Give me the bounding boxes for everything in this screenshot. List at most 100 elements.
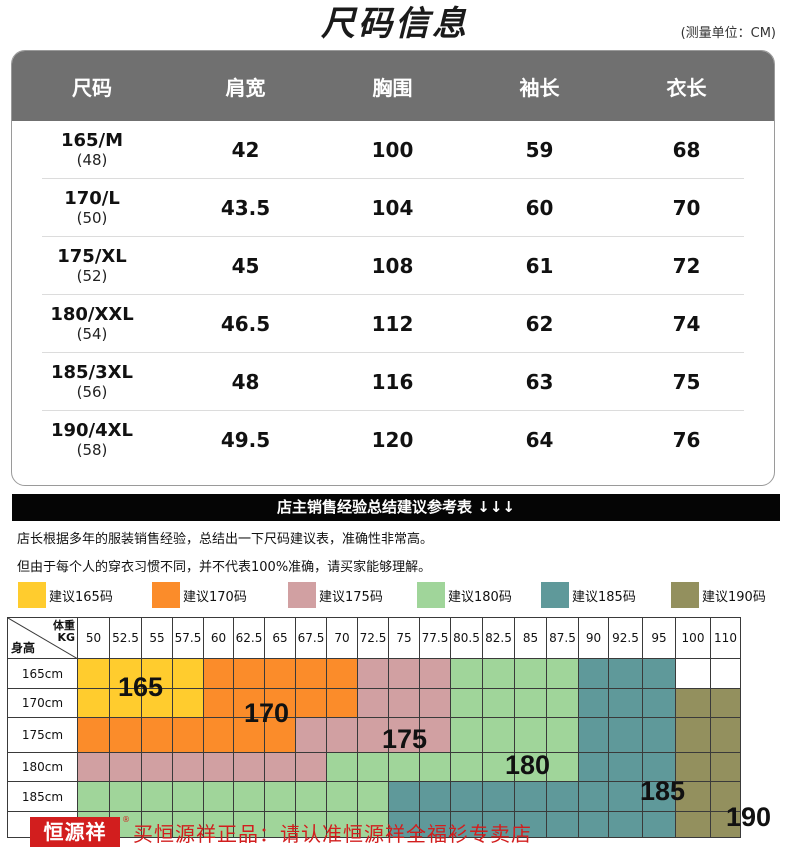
legend-label: 建议185码 xyxy=(572,589,636,605)
height-label: 185cm xyxy=(7,781,78,812)
grid-cell xyxy=(578,811,609,838)
size-name: 175/XL xyxy=(57,246,127,267)
grid-cell xyxy=(514,752,547,782)
grid-cell xyxy=(141,717,173,753)
grid-cell xyxy=(450,688,483,718)
size-row: 180/XXL (54) 46.5 112 62 74 xyxy=(12,295,774,353)
note-line-1: 店长根据多年的服装销售经验，总结出一下尺码建议表，准确性非常高。 xyxy=(17,532,434,547)
grid-cell xyxy=(141,658,173,689)
length-value: 76 xyxy=(672,428,701,452)
grid-cell xyxy=(482,752,515,782)
legend-item-165: 建议165码 xyxy=(18,582,113,608)
grid-cell xyxy=(514,811,547,838)
legend-label: 建议170码 xyxy=(183,589,247,605)
grid-cell xyxy=(233,781,265,812)
grid-cell xyxy=(357,688,389,718)
header-chest: 胸围 xyxy=(372,75,413,100)
height-label: 180cm xyxy=(7,752,78,782)
legend-label: 建议190码 xyxy=(702,589,766,605)
advice-grid-table: 体重 KG 身高 50 52.5 55 57.5 60 62.5 65 67.5 70 72.5 75 77… xyxy=(7,617,741,838)
grid-cell xyxy=(450,811,483,838)
grid-cell xyxy=(578,752,609,782)
grid-cell xyxy=(295,752,327,782)
grid-cell xyxy=(264,717,296,753)
grid-cell xyxy=(608,811,643,838)
header-length: 衣长 xyxy=(666,75,707,100)
weight-header: 90 xyxy=(578,617,609,659)
grid-cell xyxy=(546,658,579,689)
grid-cell xyxy=(326,752,358,782)
height-label: 175cm xyxy=(7,717,78,753)
grid-cell xyxy=(203,781,234,812)
grid-cell xyxy=(295,717,327,753)
row-divider xyxy=(42,236,744,237)
grid-row: 180cm xyxy=(7,752,741,782)
zone-tag-180: 180 xyxy=(505,750,551,780)
height-label: 165cm xyxy=(7,658,78,689)
weight-header: 110 xyxy=(710,617,741,659)
grid-cell xyxy=(608,658,643,689)
size-code: (52) xyxy=(76,267,108,285)
grid-row: 165cm xyxy=(7,658,741,689)
grid-cell xyxy=(357,717,389,753)
grid-cell xyxy=(514,781,547,812)
grid-cell xyxy=(608,717,643,753)
grid-cell xyxy=(546,717,579,753)
size-label: 190/4XL (58) xyxy=(12,420,172,460)
corner-height: 身高 xyxy=(11,641,36,655)
weight-header: 72.5 xyxy=(357,617,389,659)
shoulder-value: 49.5 xyxy=(220,428,271,452)
shoulder-value: 43.5 xyxy=(220,196,271,220)
legend-swatch xyxy=(152,582,180,608)
grid-cell xyxy=(264,811,296,838)
grid-cell xyxy=(77,688,110,718)
grid-cell xyxy=(357,752,389,782)
chest-value: 108 xyxy=(371,254,414,278)
grid-cell xyxy=(172,688,204,718)
grid-cell xyxy=(675,688,711,718)
grid-cell xyxy=(357,658,389,689)
grid-cell xyxy=(295,688,327,718)
grid-cell xyxy=(326,688,358,718)
grid-cell xyxy=(295,658,327,689)
grid-cell xyxy=(172,658,204,689)
size-label: 175/XL (52) xyxy=(12,246,172,286)
size-label: 185/3XL (56) xyxy=(12,363,172,402)
grid-cell xyxy=(675,717,711,753)
length-value: 72 xyxy=(672,254,701,278)
grid-corner: 体重 KG 身高 xyxy=(7,617,78,659)
grid-cell xyxy=(295,781,327,812)
size-name: 190/4XL xyxy=(50,420,134,441)
grid-cell xyxy=(141,688,173,718)
size-name: 165/M xyxy=(60,130,124,151)
grid-cell xyxy=(450,781,483,812)
grid-cell xyxy=(546,811,579,838)
grid-cell xyxy=(77,658,110,689)
zone-tag-165: 165 xyxy=(118,672,164,702)
grid-cell xyxy=(388,717,420,753)
chest-value: 104 xyxy=(371,196,414,220)
row-divider xyxy=(42,294,744,295)
sleeve-value: 64 xyxy=(525,428,554,452)
grid-cell xyxy=(482,658,515,689)
grid-cell xyxy=(419,781,451,812)
legend-item-190: 建议190码 xyxy=(671,582,766,608)
grid-cell xyxy=(109,752,142,782)
grid-cell xyxy=(388,811,420,838)
length-value: 75 xyxy=(672,370,701,394)
grid-cell xyxy=(710,811,741,838)
grid-cell xyxy=(357,811,389,838)
weight-header: 67.5 xyxy=(295,617,327,659)
grid-cell xyxy=(482,781,515,812)
weight-header: 87.5 xyxy=(546,617,579,659)
corner-weight-label: 体重 xyxy=(53,619,75,632)
grid-cell xyxy=(295,811,327,838)
size-name: 180/XXL xyxy=(50,304,134,325)
header-sleeve: 袖长 xyxy=(519,75,560,100)
grid-cell xyxy=(710,752,741,782)
legend-label: 建议175码 xyxy=(319,589,383,605)
row-divider xyxy=(42,410,744,411)
grid-cell xyxy=(264,781,296,812)
grid-cell xyxy=(710,781,741,812)
grid-cell xyxy=(675,781,711,812)
